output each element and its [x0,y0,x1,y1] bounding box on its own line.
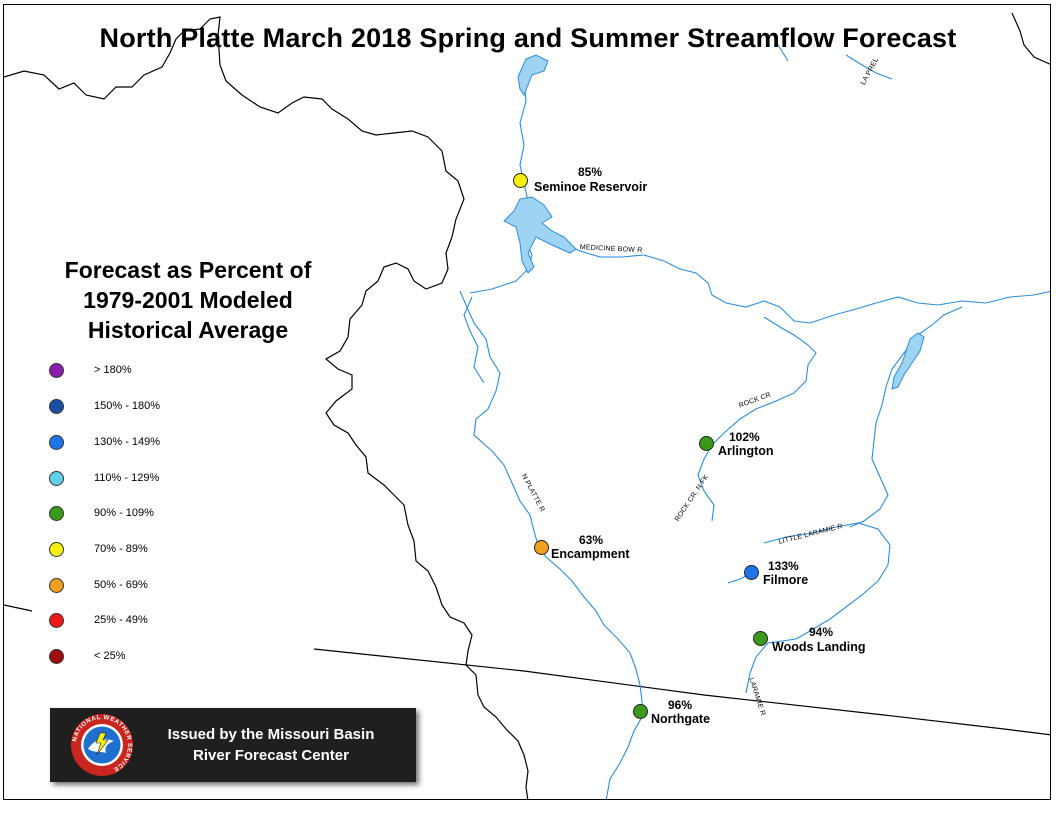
legend-item: 25% - 49% [49,611,148,629]
station-marker-woods-landing[interactable] [753,631,768,646]
legend-swatch [49,434,64,450]
pathfinder-reservoir [517,54,549,97]
legend-item: 150% - 180% [49,397,160,415]
legend-swatch [49,612,64,628]
issuer-badge: NATIONAL WEATHER SERVICE Issued by the M… [50,708,416,782]
legend-title-line-3: Historical Average [87,317,289,343]
map-frame: North Platte March 2018 Spring and Summe… [3,4,1051,800]
legend-label: 70% - 89% [94,543,148,555]
la-prele-creek [845,54,893,80]
legend-label: < 25% [94,650,126,662]
legend-swatch [49,541,64,557]
legend-swatch [49,470,64,486]
station-name-northgate: Northgate [651,712,711,726]
legend-swatch [49,362,64,378]
legend-item: 130% - 149% [49,433,160,451]
laramie-river-upper [849,334,919,528]
north-platte-main [459,290,643,799]
seminoe-reservoir-lake [503,196,577,274]
station-percent-filmore: 133% [768,559,799,573]
legend-item: 50% - 69% [49,576,148,594]
medicine-bow-river [531,228,1050,324]
legend-label: > 180% [94,364,132,376]
legend-label: 110% - 129% [94,472,160,484]
legend-swatch [49,648,64,664]
map-title: North Platte March 2018 Spring and Summe… [99,23,957,53]
station-name-arlington: Arlington [718,444,774,458]
station-marker-northgate[interactable] [633,704,648,719]
station-marker-arlington[interactable] [699,436,714,451]
station-percent-encampment: 63% [579,533,604,547]
issuer-line-1: Issued by the Missouri Basin [167,726,375,743]
station-percent-woods-landing: 94% [809,625,834,639]
legend-item: < 25% [49,647,126,665]
state-line [313,648,1050,736]
legend-swatch [49,577,64,593]
legend-swatch [49,398,64,414]
basin-map [4,12,1050,799]
station-marker-seminoe-reservoir[interactable] [513,173,528,188]
northeast-creek [777,44,789,62]
station-name-encampment: Encampment [551,547,630,561]
legend-label: 130% - 149% [94,436,161,448]
legend-item: 110% - 129% [49,469,159,487]
water-bodies [503,54,925,390]
legend-label: 25% - 49% [94,614,148,626]
legend-item: > 180% [49,361,132,379]
legend-title: Forecast as Percent of 1979-2001 Modeled… [18,255,358,345]
nws-logo: NATIONAL WEATHER SERVICE [71,714,133,776]
little-laramie [745,522,891,694]
issuer-text: Issued by the Missouri Basin River Forec… [146,724,396,766]
station-marker-filmore[interactable] [744,565,759,580]
basin-boundaries [4,12,1050,799]
station-name-seminoe-reservoir: Seminoe Reservoir [534,180,648,194]
legend-swatch [49,505,64,521]
station-percent-seminoe-reservoir: 85% [578,165,603,179]
laramie-river-east [917,306,963,336]
station-name-woods-landing: Woods Landing [772,640,866,654]
issuer-line-2: River Forecast Center [193,747,349,764]
station-percent-arlington: 102% [729,430,760,444]
laramie-reservoir [891,332,925,390]
station-name-filmore: Filmore [763,573,809,587]
upper-right-boundary [1011,12,1050,65]
legend-label: 150% - 180% [94,400,161,412]
station-marker-encampment[interactable] [534,540,549,555]
left-boundary-stub [4,604,33,612]
legend-label: 90% - 109% [94,507,154,519]
north-platte-tributary-west [463,296,485,384]
legend-title-line-1: Forecast as Percent of [64,257,312,283]
station-percent-northgate: 96% [668,698,693,712]
legend-item: 70% - 89% [49,540,148,558]
legend-label: 50% - 69% [94,579,148,591]
legend-title-line-2: 1979-2001 Modeled [83,287,293,313]
legend-item: 90% - 109% [49,504,154,522]
rock-creek [711,316,817,446]
rock-creek-north-fork [697,444,715,522]
northern-basin-boundary [4,16,529,799]
